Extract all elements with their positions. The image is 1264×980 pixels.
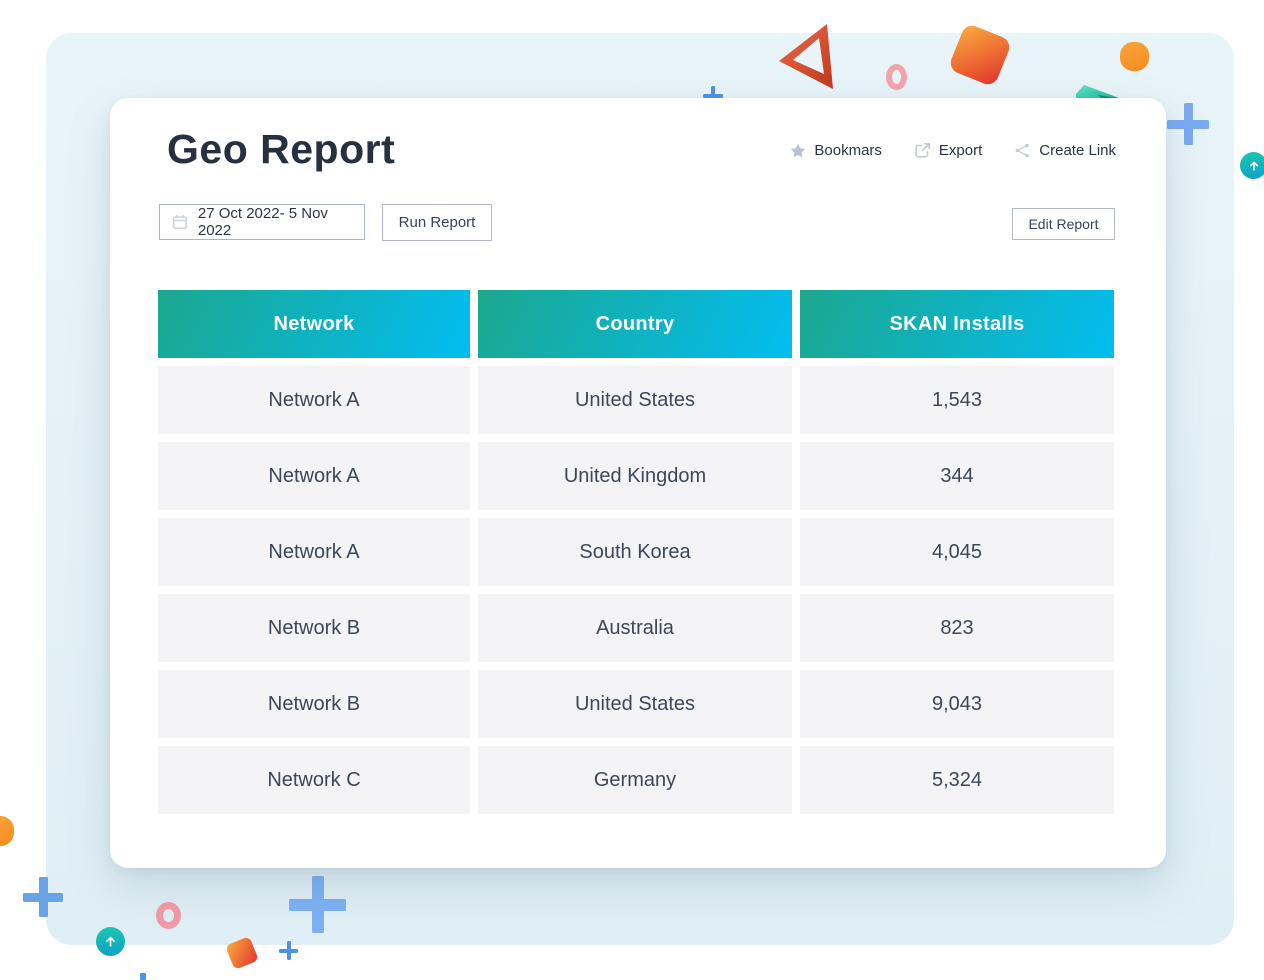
export-icon	[915, 143, 930, 158]
ring-icon	[886, 64, 907, 90]
orange-half-blob-icon	[0, 816, 14, 846]
date-range-picker[interactable]: 27 Oct 2022- 5 Nov 2022	[159, 204, 365, 240]
table-body: Network A United States 1,543 Network A Unit…	[158, 366, 1114, 814]
scroll-top-button[interactable]	[1240, 152, 1264, 179]
orange-blob-icon	[1120, 42, 1149, 71]
plus-icon	[279, 941, 298, 960]
table-cell: Germany	[478, 746, 792, 814]
table-cell: Network A	[158, 442, 470, 510]
table-row: Network B United States 9,043	[158, 670, 1114, 738]
triangle-icon	[779, 24, 833, 89]
arrow-up-icon	[106, 936, 115, 947]
table-cell: South Korea	[478, 518, 792, 586]
table-cell: United States	[478, 670, 792, 738]
table-cell: 4,045	[800, 518, 1114, 586]
create-link-label: Create Link	[1039, 142, 1116, 159]
page-title: Geo Report	[167, 126, 396, 172]
star-icon	[791, 143, 806, 157]
column-header-network[interactable]: Network	[158, 290, 470, 358]
report-card: Geo Report Bookmars Export Create Link	[110, 98, 1166, 868]
run-report-button[interactable]: Run Report	[382, 204, 492, 241]
square-dot-icon	[140, 973, 146, 980]
table-cell: Network C	[158, 746, 470, 814]
table-header-row: Network Country SKAN Installs	[158, 290, 1114, 358]
bookmarks-button[interactable]: Bookmars	[790, 142, 882, 159]
table-cell: Network B	[158, 670, 470, 738]
table-cell: Australia	[478, 594, 792, 662]
plus-icon	[1167, 103, 1209, 145]
create-link-button[interactable]: Create Link	[1014, 142, 1116, 159]
table-cell: United Kingdom	[478, 442, 792, 510]
plus-icon	[289, 876, 346, 933]
arrow-up-icon	[1249, 161, 1258, 171]
table-row: Network A South Korea 4,045	[158, 518, 1114, 586]
plus-icon	[23, 877, 63, 917]
table-row: Network B Australia 823	[158, 594, 1114, 662]
column-header-skan-installs[interactable]: SKAN Installs	[800, 290, 1114, 358]
calendar-icon	[172, 215, 188, 230]
card-actions: Bookmars Export Create Link	[790, 142, 1116, 159]
table-cell: 5,324	[800, 746, 1114, 814]
column-header-country[interactable]: Country	[478, 290, 792, 358]
scroll-top-button[interactable]	[96, 927, 125, 956]
export-label: Export	[938, 142, 983, 159]
bookmarks-label: Bookmars	[814, 142, 882, 159]
table-cell: Network A	[158, 366, 470, 434]
share-icon	[1015, 143, 1030, 158]
table-cell: United States	[478, 366, 792, 434]
date-range-value: 27 Oct 2022- 5 Nov 2022	[197, 205, 328, 239]
table-cell: 9,043	[800, 670, 1114, 738]
table-cell: 1,543	[800, 366, 1114, 434]
table-cell: Network B	[158, 594, 470, 662]
table-row: Network A United Kingdom 344	[158, 442, 1114, 510]
plus-icon	[703, 86, 723, 106]
export-button[interactable]: Export	[914, 142, 982, 159]
table-row: Network C Germany 5,324	[158, 746, 1114, 814]
ring-icon	[156, 902, 181, 929]
table-cell: Network A	[158, 518, 470, 586]
table-row: Network A United States 1,543	[158, 366, 1114, 434]
table-cell: 344	[800, 442, 1114, 510]
edit-report-button[interactable]: Edit Report	[1012, 208, 1115, 240]
table-cell: 823	[800, 594, 1114, 662]
